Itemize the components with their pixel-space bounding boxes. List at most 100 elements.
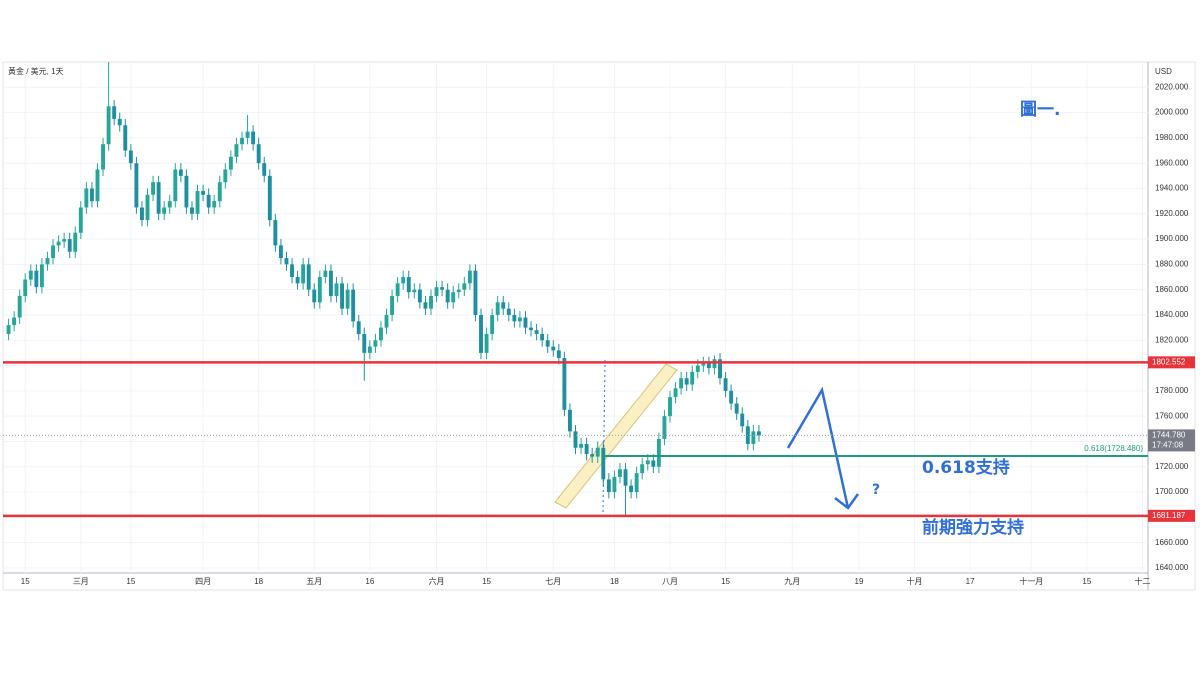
candle-body bbox=[390, 295, 395, 315]
candle-body bbox=[673, 388, 678, 398]
candle-body bbox=[618, 469, 622, 477]
candle-body bbox=[651, 460, 656, 467]
candle-body bbox=[351, 289, 356, 322]
candle-body bbox=[373, 340, 378, 347]
candle-body bbox=[701, 363, 706, 366]
x-tick-label: 15 bbox=[721, 577, 730, 586]
chart-title: 黃金 / 美元, 1天 bbox=[8, 66, 64, 76]
y-tick-label: 1920.000 bbox=[1155, 209, 1189, 218]
candle-body bbox=[412, 289, 417, 293]
candle-body bbox=[501, 302, 506, 309]
countdown-label: 17:47:08 bbox=[1152, 441, 1184, 450]
candle-body bbox=[12, 317, 17, 326]
candle-body bbox=[479, 314, 483, 353]
y-tick-label: 2000.000 bbox=[1155, 108, 1189, 117]
candle-body bbox=[556, 350, 561, 358]
candle-body bbox=[201, 191, 206, 195]
candle-body bbox=[517, 317, 522, 322]
candle-body bbox=[95, 169, 100, 202]
candle-body bbox=[451, 292, 456, 303]
candle-body bbox=[534, 330, 539, 334]
x-tick-label: 十二 bbox=[1134, 576, 1150, 586]
candle-body bbox=[395, 283, 400, 296]
price-tag bbox=[1148, 429, 1195, 452]
y-tick-label: 1720.000 bbox=[1155, 462, 1189, 471]
y-tick-label: 1940.000 bbox=[1155, 184, 1189, 193]
candle-body bbox=[173, 169, 178, 202]
candle-body bbox=[167, 201, 172, 208]
candle-body bbox=[78, 207, 83, 233]
candle-body bbox=[362, 333, 367, 353]
candle-body bbox=[273, 220, 278, 246]
candle-body bbox=[184, 175, 189, 208]
candle-body bbox=[640, 464, 645, 474]
x-tick-label: 三月 bbox=[73, 577, 89, 586]
candle-body bbox=[306, 264, 311, 290]
candle-body bbox=[345, 289, 350, 309]
x-tick-label: 15 bbox=[126, 577, 135, 586]
candle-body bbox=[656, 438, 661, 467]
candle-body bbox=[551, 346, 556, 351]
x-tick-label: 17 bbox=[966, 577, 975, 586]
candle-body bbox=[579, 443, 584, 448]
candle-body bbox=[467, 270, 472, 284]
candle-body bbox=[634, 473, 639, 493]
price-tag-label: 1802.552 bbox=[1152, 357, 1186, 366]
candle-body bbox=[356, 321, 361, 334]
x-tick-label: 19 bbox=[855, 577, 864, 586]
price-tag bbox=[1148, 509, 1195, 522]
x-tick-label: 六月 bbox=[429, 576, 445, 586]
candle-body bbox=[295, 277, 300, 284]
candle-body bbox=[606, 479, 611, 493]
candle-body bbox=[106, 106, 111, 145]
candle-body bbox=[423, 302, 428, 309]
candle-body bbox=[217, 182, 222, 202]
candle-body bbox=[67, 239, 72, 252]
channel-highlight bbox=[554, 363, 678, 509]
price-tag bbox=[1148, 356, 1195, 369]
candle-body bbox=[473, 270, 478, 315]
candle-body bbox=[28, 270, 33, 280]
candle-body bbox=[662, 416, 667, 439]
candle-body bbox=[312, 289, 317, 303]
y-tick-label: 1700.000 bbox=[1155, 487, 1189, 496]
candle-body bbox=[562, 357, 567, 410]
candle-body bbox=[512, 314, 517, 322]
candle-body bbox=[756, 431, 761, 436]
candle-body bbox=[206, 194, 211, 208]
y-tick-label: 1660.000 bbox=[1155, 538, 1189, 547]
annotation: ? bbox=[872, 482, 880, 498]
candle-body bbox=[545, 340, 550, 347]
candle-body bbox=[317, 277, 322, 303]
x-tick-label: 五月 bbox=[306, 577, 322, 586]
candle-body bbox=[328, 270, 333, 296]
x-tick-label: 七月 bbox=[545, 577, 561, 586]
candle-body bbox=[34, 270, 39, 288]
candle-body bbox=[234, 144, 239, 157]
x-tick-label: 18 bbox=[254, 577, 263, 586]
candle-body bbox=[112, 106, 117, 119]
x-tick-label: 18 bbox=[610, 577, 619, 586]
candle-body bbox=[723, 378, 728, 391]
candle-body bbox=[523, 317, 528, 328]
candle-body bbox=[73, 232, 78, 252]
candle-body bbox=[262, 163, 267, 176]
candle-body bbox=[484, 333, 489, 353]
candle-body bbox=[162, 207, 167, 214]
candle-body bbox=[434, 287, 439, 296]
candle-body bbox=[690, 371, 695, 385]
price-tag-label: 1744.780 bbox=[1152, 431, 1186, 440]
candle-body bbox=[729, 390, 734, 404]
candle-body bbox=[134, 163, 139, 208]
candle-body bbox=[629, 485, 634, 493]
y-tick-label: 1820.000 bbox=[1155, 335, 1189, 344]
y-tick-label: 1840.000 bbox=[1155, 310, 1189, 319]
y-tick-label: 1760.000 bbox=[1155, 411, 1189, 420]
candle-body bbox=[39, 264, 44, 288]
candle-body bbox=[223, 169, 228, 183]
candle-body bbox=[290, 264, 294, 278]
candle-body bbox=[734, 403, 739, 414]
candle-body bbox=[429, 295, 433, 309]
candle-body bbox=[379, 327, 383, 341]
